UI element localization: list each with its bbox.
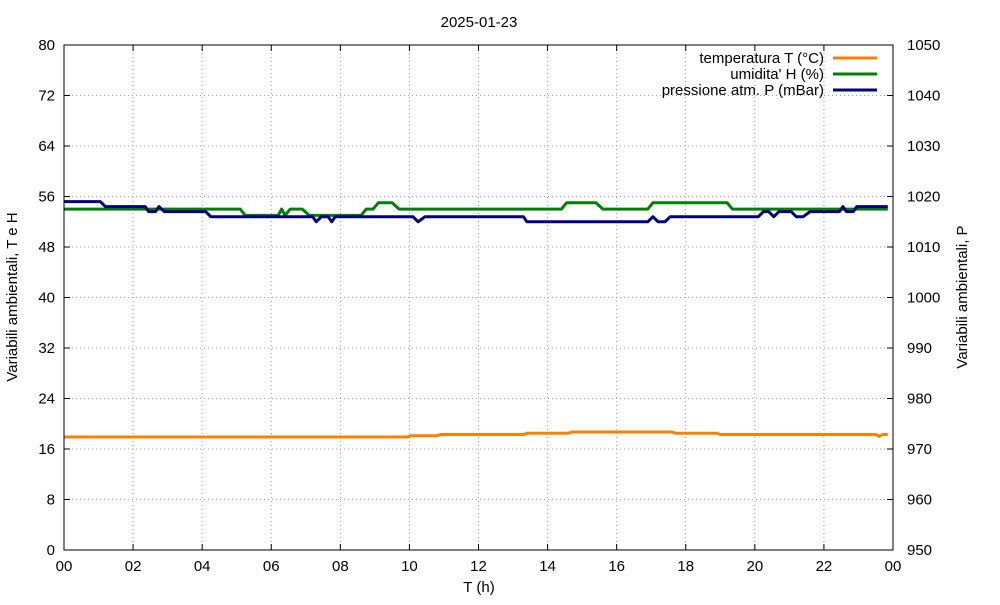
y2-tick-label: 1000 (907, 290, 940, 307)
y-tick-label: 24 (38, 391, 55, 408)
x-tick-label: 22 (816, 558, 833, 575)
y2-tick-label: 990 (907, 340, 932, 357)
y-tick-label: 48 (38, 239, 55, 256)
y-tick-label: 72 (38, 88, 55, 105)
y-tick-label: 80 (38, 37, 55, 54)
y2-tick-label: 1050 (907, 37, 940, 54)
legend-label: pressione atm. P (mBar) (662, 82, 824, 99)
x-tick-label: 08 (332, 558, 349, 575)
y2-tick-label: 950 (907, 542, 932, 559)
y2-tick-label: 970 (907, 441, 932, 458)
x-tick-label: 00 (885, 558, 902, 575)
ticks (63, 44, 894, 551)
chart-title: 2025-01-23 (441, 14, 518, 31)
y-tick-label: 32 (38, 340, 55, 357)
grid (64, 45, 893, 550)
legend-label: umidita' H (%) (730, 66, 824, 83)
y2-tick-label: 1040 (907, 88, 940, 105)
x-tick-label: 16 (608, 558, 625, 575)
y-tick-label: 64 (38, 138, 55, 155)
x-tick-label: 10 (401, 558, 418, 575)
y2-axis-label: Variabili ambientali, P (954, 225, 971, 368)
series-layer (64, 200, 888, 439)
x-tick-label: 12 (470, 558, 487, 575)
tick-labels: 00 02 04 06 08 10 12 14 16 18 20 22 0008162432404856… (38, 37, 940, 575)
x-tick-label: 00 (56, 558, 73, 575)
y2-tick-label: 960 (907, 492, 932, 509)
y-tick-label: 16 (38, 441, 55, 458)
y2-tick-label: 1020 (907, 189, 940, 206)
y-tick-label: 0 (47, 542, 55, 559)
y2-tick-label: 1030 (907, 138, 940, 155)
x-tick-label: 18 (677, 558, 694, 575)
series-line (64, 201, 888, 217)
x-tick-label: 14 (539, 558, 556, 575)
x-tick-label: 04 (194, 558, 211, 575)
legend-label: temperatura T (°C) (699, 50, 824, 67)
x-tick-label: 20 (746, 558, 763, 575)
series-line (64, 430, 888, 439)
y2-tick-label: 980 (907, 391, 932, 408)
y-axis-label: Variabili ambientali, T e H (4, 212, 21, 381)
y-tick-label: 8 (47, 492, 55, 509)
x-tick-label: 02 (125, 558, 142, 575)
y-tick-label: 40 (38, 290, 55, 307)
x-axis-label: T (h) (463, 579, 494, 596)
legend: temperatura T (°C)umidita' H (%)pression… (662, 50, 877, 99)
x-tick-label: 06 (263, 558, 280, 575)
y-tick-label: 56 (38, 189, 55, 206)
y2-tick-label: 1010 (907, 239, 940, 256)
series-line (64, 200, 888, 224)
